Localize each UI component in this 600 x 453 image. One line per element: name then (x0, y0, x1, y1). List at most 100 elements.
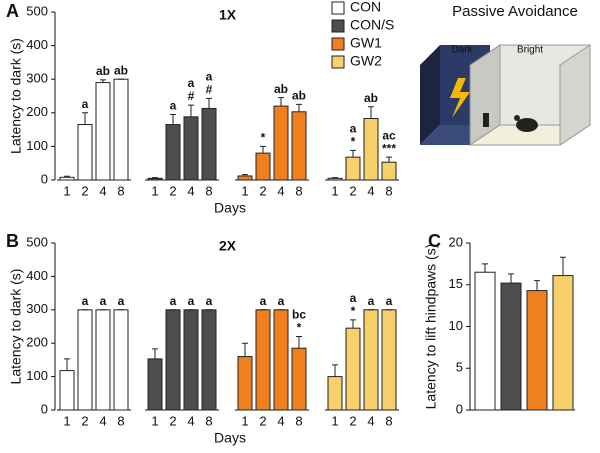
x-tick-label: 8 (205, 413, 212, 428)
error-bar (350, 149, 356, 158)
bar (291, 111, 307, 181)
y-axis-label: Latency to dark (s) (8, 38, 24, 154)
bar (147, 358, 163, 411)
annotation: * (297, 321, 302, 335)
x-tick-label: 4 (99, 413, 106, 428)
x-tick-label: 1 (63, 413, 70, 428)
annotation: ab (292, 89, 306, 103)
legend-swatch (331, 37, 345, 51)
x-tick-label: 4 (367, 183, 374, 198)
annotation: ab (364, 91, 378, 105)
y-tick-label: 400 (26, 37, 48, 52)
bar (526, 290, 548, 411)
chart-title: 2X (219, 238, 237, 254)
annotation: # (206, 83, 213, 97)
x-tick-label: 8 (385, 183, 392, 198)
error-bar (152, 177, 158, 179)
x-tick-label: 1 (63, 183, 70, 198)
bar (474, 271, 496, 411)
annotation: a (386, 294, 393, 308)
y-tick-label: 200 (26, 335, 48, 350)
annotation: bc (292, 308, 306, 322)
bar (381, 309, 397, 411)
annotation: * (261, 131, 266, 145)
illustration-title: Passive Avoidance (452, 3, 578, 20)
bar (77, 309, 93, 411)
x-tick-label: 8 (117, 413, 124, 428)
bar (363, 118, 379, 181)
y-tick-label: 0 (41, 171, 48, 186)
bar (500, 282, 522, 411)
chart-title: 1X (219, 7, 237, 23)
y-tick-label: 100 (26, 138, 48, 153)
error-bar (482, 263, 488, 273)
y-tick-label: 100 (26, 368, 48, 383)
bar (255, 152, 271, 181)
bar (147, 177, 163, 181)
bar (59, 176, 75, 181)
y-tick-label: 400 (26, 268, 48, 283)
error-bar (242, 342, 248, 357)
bar (237, 356, 253, 411)
bar (327, 177, 343, 181)
x-tick-label: 4 (367, 413, 374, 428)
bright-box-side (559, 44, 591, 146)
x-tick-label: 2 (349, 413, 356, 428)
panel-label: C (428, 231, 441, 251)
y-tick-label: 300 (26, 71, 48, 86)
error-bar (332, 364, 338, 377)
x-tick-label: 1 (331, 183, 338, 198)
legend-swatch (331, 1, 345, 15)
y-tick-label: 15 (449, 276, 463, 291)
y-axis-label: Latency to dark (s) (8, 269, 24, 385)
bar (552, 275, 574, 411)
panel-label: B (6, 231, 19, 251)
annotation: a (82, 294, 89, 308)
bar (77, 124, 93, 181)
error-bar (206, 97, 212, 109)
annotation: a (350, 291, 357, 305)
x-tick-label: 2 (81, 183, 88, 198)
bar (183, 309, 199, 411)
x-axis-label: Days (214, 200, 246, 216)
x-tick-label: 1 (241, 183, 248, 198)
x-tick-label: 4 (99, 183, 106, 198)
x-tick-label: 1 (151, 183, 158, 198)
bar (165, 124, 181, 181)
mouse (516, 118, 538, 132)
bar (165, 309, 181, 411)
annotation: a (350, 122, 357, 136)
x-tick-label: 8 (295, 183, 302, 198)
bar (95, 82, 111, 181)
annotation: a (206, 70, 213, 84)
bar (291, 347, 307, 411)
error-bar (188, 104, 194, 117)
annotation: a (100, 294, 107, 308)
error-bar (260, 145, 266, 154)
error-bar (350, 319, 356, 329)
x-tick-label: 2 (169, 183, 176, 198)
x-tick-label: 8 (385, 413, 392, 428)
error-bar (242, 174, 248, 176)
bar (345, 156, 361, 181)
bar (273, 309, 289, 411)
annotation: a (118, 294, 125, 308)
illustration: Passive Avoidance Dark Bright (420, 3, 592, 146)
error-bar (152, 348, 158, 359)
error-bar (296, 103, 302, 112)
x-tick-label: 8 (295, 413, 302, 428)
x-tick-label: 1 (151, 413, 158, 428)
error-bar (560, 256, 566, 276)
annotation: ab (96, 64, 110, 78)
annotation: a (368, 294, 375, 308)
error-bar (386, 156, 392, 163)
error-bar (82, 112, 88, 125)
bar (183, 116, 199, 181)
x-tick-label: 2 (81, 413, 88, 428)
bar (363, 309, 379, 411)
y-tick-label: 5 (456, 360, 463, 375)
x-tick-label: 2 (259, 183, 266, 198)
x-tick-label: 4 (277, 413, 284, 428)
annotation: * (351, 304, 356, 318)
